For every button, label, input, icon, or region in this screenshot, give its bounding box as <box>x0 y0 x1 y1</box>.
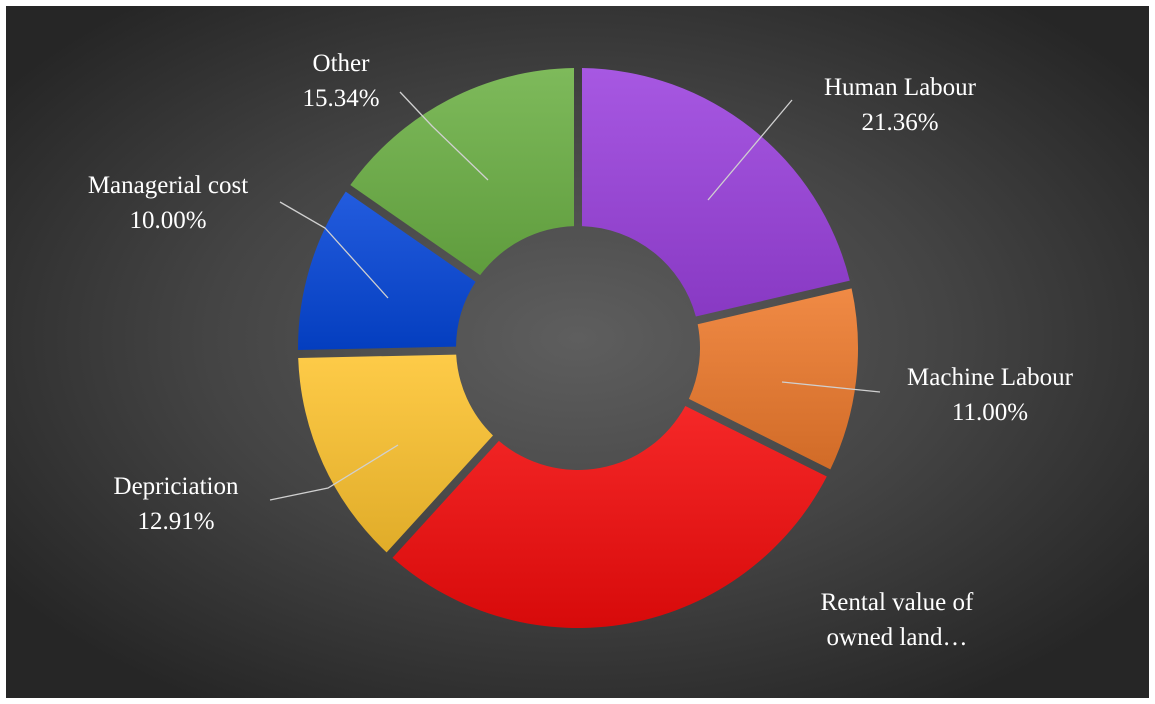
data-label-human-labour-value: 21.36% <box>861 109 938 136</box>
leader-line-machine-labour <box>781 381 881 393</box>
leader-line-depriciation <box>269 444 399 501</box>
slice-depriciation[interactable] <box>298 354 493 553</box>
slice-human-labour[interactable] <box>582 68 850 317</box>
data-label-managerial-cost-name: Managerial cost <box>88 172 248 199</box>
slice-other[interactable] <box>350 68 574 276</box>
data-label-human-labour-name: Human Labour <box>824 74 977 101</box>
leader-line-managerial-cost <box>279 201 389 299</box>
data-label-depriciation-value: 12.91% <box>137 508 214 535</box>
leader-line-human-labour <box>707 99 793 201</box>
data-label-machine-labour-name: Machine Labour <box>907 364 1074 391</box>
data-label-depriciation-name: Depriciation <box>114 473 239 500</box>
slice-managerial-cost[interactable] <box>298 191 476 350</box>
slice-rental-value-of-owned-land[interactable] <box>392 405 827 629</box>
data-label-managerial-cost-value: 10.00% <box>129 207 206 234</box>
slice-machine-labour[interactable] <box>688 288 859 470</box>
data-label-rental-value-of-owned-land-value: owned land… <box>827 624 968 651</box>
data-label-other-value: 15.34% <box>302 85 379 112</box>
data-label-machine-labour-value: 11.00% <box>952 399 1028 426</box>
data-label-other-name: Other <box>313 50 371 77</box>
data-label-rental-value-of-owned-land-name: Rental value of <box>821 589 974 616</box>
leader-line-other <box>399 91 489 181</box>
